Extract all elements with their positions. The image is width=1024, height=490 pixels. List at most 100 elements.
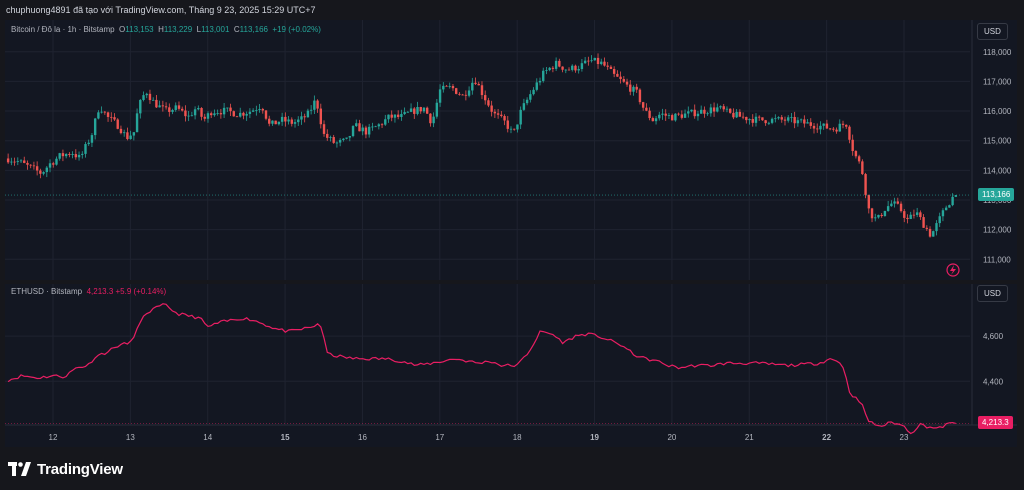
btc-candle-body bbox=[13, 161, 16, 163]
btc-candle-body bbox=[912, 214, 916, 216]
btc-candle-body bbox=[574, 65, 577, 71]
btc-candle-body bbox=[274, 120, 277, 125]
btc-candle-body bbox=[745, 116, 748, 121]
btc-candle-body bbox=[348, 136, 352, 138]
btc-candle-body bbox=[226, 107, 229, 109]
btc-candle-body bbox=[806, 122, 809, 124]
btc-y-tick-label: 115,000 bbox=[983, 137, 1012, 146]
chart-canvas[interactable]: 111,000112,000113,000114,000115,000116,0… bbox=[5, 20, 1017, 447]
btc-candle-body bbox=[16, 161, 19, 162]
btc-candle-body bbox=[761, 117, 764, 121]
btc-y-tick-label: 114,000 bbox=[983, 166, 1012, 175]
btc-candle-body bbox=[19, 160, 23, 162]
btc-candle-body bbox=[696, 113, 700, 117]
x-tick-label: 19 bbox=[590, 433, 599, 442]
btc-candle-body bbox=[719, 106, 722, 108]
btc-candle-body bbox=[864, 174, 867, 195]
btc-candle-body bbox=[361, 127, 364, 132]
btc-candle-body bbox=[255, 110, 258, 111]
btc-candle-body bbox=[52, 163, 55, 165]
btc-candle-body bbox=[416, 106, 419, 114]
btc-candle-body bbox=[203, 116, 206, 119]
eth-y-tick-label: 4,400 bbox=[983, 377, 1004, 386]
btc-candle-body bbox=[893, 201, 896, 204]
lightning-icon[interactable] bbox=[946, 263, 960, 277]
eth-legend-value: 4,213.3 +5.9 (+0.14%) bbox=[86, 287, 167, 296]
btc-candle-body bbox=[71, 154, 74, 155]
btc-candle-body bbox=[319, 108, 323, 125]
btc-candle-body bbox=[438, 89, 442, 103]
x-tick-label: 18 bbox=[513, 433, 522, 442]
btc-candle-body bbox=[168, 107, 171, 112]
btc-candle-body bbox=[654, 118, 658, 122]
btc-candle-body bbox=[919, 212, 922, 218]
btc-candle-body bbox=[886, 206, 890, 211]
btc-candle-body bbox=[490, 105, 493, 112]
eth-currency-button[interactable]: USD bbox=[977, 285, 1008, 302]
btc-candle-body bbox=[538, 80, 542, 83]
btc-candle-body bbox=[213, 113, 216, 116]
btc-candle-body bbox=[139, 99, 142, 114]
btc-candle-body bbox=[612, 68, 616, 74]
btc-candle-body bbox=[309, 109, 313, 111]
btc-candle-body bbox=[342, 138, 345, 140]
btc-legend-symbol[interactable]: Bitcoin / Đô la · 1h · Bitstamp bbox=[11, 25, 115, 34]
eth-legend-symbol[interactable]: ETHUSD · Bitstamp bbox=[11, 287, 83, 296]
btc-candle-body bbox=[380, 124, 384, 126]
btc-candle-body bbox=[680, 114, 684, 118]
btc-candle-body bbox=[158, 105, 161, 108]
btc-candle-body bbox=[367, 126, 371, 135]
btc-candle-body bbox=[935, 223, 938, 232]
tradingview-logo-text: TradingView bbox=[37, 460, 123, 478]
eth-legend: ETHUSD · Bitstamp 4,213.3 +5.9 (+0.14%) bbox=[11, 287, 166, 296]
btc-candle-body bbox=[277, 121, 281, 125]
x-tick-label: 16 bbox=[358, 433, 367, 442]
btc-candle-body bbox=[126, 132, 129, 140]
pane-separator[interactable] bbox=[5, 280, 1017, 284]
btc-candle-body bbox=[716, 107, 719, 112]
btc-candle-body bbox=[922, 217, 925, 228]
btc-candle-body bbox=[799, 119, 803, 121]
btc-candle-body bbox=[857, 156, 861, 162]
btc-currency-button[interactable]: USD bbox=[977, 23, 1008, 40]
btc-candle-body bbox=[832, 128, 835, 130]
btc-candle-body bbox=[725, 108, 729, 110]
btc-candle-body bbox=[525, 99, 529, 104]
btc-candle-body bbox=[883, 210, 887, 216]
btc-candle-body bbox=[822, 123, 825, 126]
btc-candle-body bbox=[297, 119, 300, 123]
btc-candle-body bbox=[828, 128, 832, 130]
btc-candle-body bbox=[545, 70, 548, 71]
btc-candle-body bbox=[903, 211, 906, 218]
btc-candle-body bbox=[119, 128, 123, 134]
btc-legend-open-label: O bbox=[119, 25, 126, 34]
btc-candle-body bbox=[55, 158, 58, 165]
btc-candle-body bbox=[590, 60, 593, 62]
btc-legend-close-label: C bbox=[233, 25, 240, 34]
btc-candle-body bbox=[712, 107, 716, 112]
btc-candle-body bbox=[819, 125, 822, 130]
btc-candle-body bbox=[419, 106, 422, 112]
btc-candle-body bbox=[210, 113, 213, 116]
btc-candle-body bbox=[116, 119, 119, 129]
btc-candle-body bbox=[558, 60, 561, 67]
btc-y-tick-label: 118,000 bbox=[983, 48, 1012, 57]
btc-candle-body bbox=[561, 66, 564, 70]
x-tick-label: 17 bbox=[435, 433, 444, 442]
btc-legend-low-label: L bbox=[196, 25, 202, 34]
btc-candle-body bbox=[928, 228, 932, 237]
chart-frame[interactable]: 111,000112,000113,000114,000115,000116,0… bbox=[5, 20, 1017, 447]
btc-candle-body bbox=[658, 114, 661, 119]
btc-candle-body bbox=[45, 167, 49, 173]
btc-candle-body bbox=[632, 86, 635, 92]
btc-candle-body bbox=[629, 84, 632, 92]
btc-candle-body bbox=[909, 214, 912, 220]
btc-legend-change: +19 (+0.02%) bbox=[272, 25, 321, 34]
btc-candle-body bbox=[396, 114, 400, 117]
btc-candle-body bbox=[793, 116, 796, 124]
btc-candle-body bbox=[26, 162, 29, 165]
btc-candle-body bbox=[825, 123, 829, 129]
btc-candle-body bbox=[187, 115, 190, 117]
btc-candle-body bbox=[706, 113, 709, 115]
btc-candle-body bbox=[293, 122, 297, 124]
